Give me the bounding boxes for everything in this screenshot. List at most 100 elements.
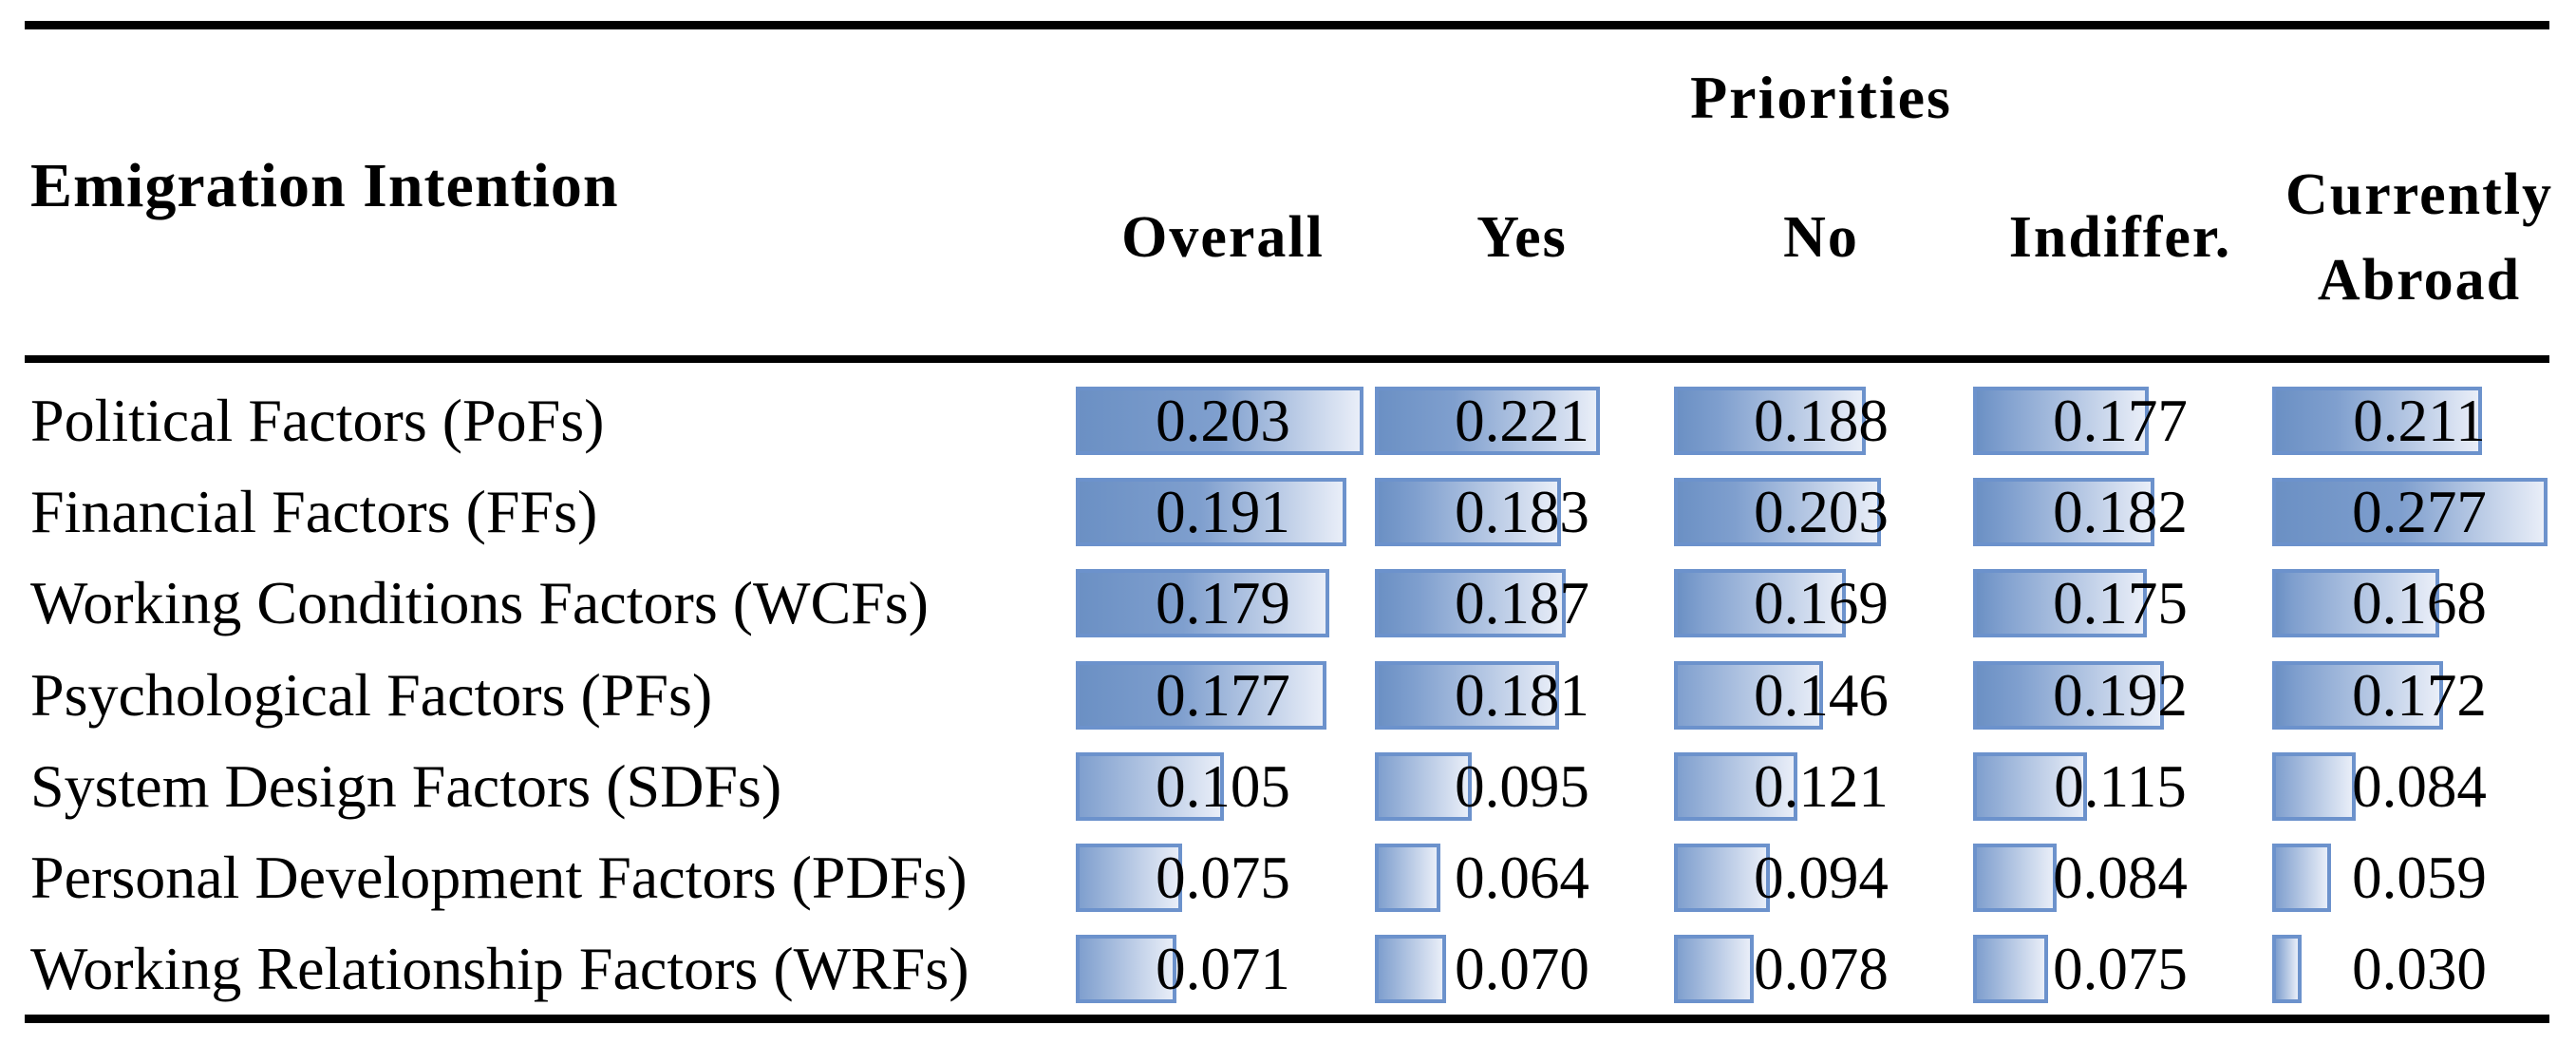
data-bar xyxy=(1375,935,1446,1003)
data-bar xyxy=(1674,478,1881,546)
cell-value: 0.121 xyxy=(1754,752,1889,820)
cell-value: 0.175 xyxy=(2053,569,2188,636)
value-cell: 0.078 xyxy=(1674,923,1968,1015)
cell-value: 0.084 xyxy=(2352,752,2487,820)
data-bar xyxy=(2272,569,2439,637)
column-header-label: No xyxy=(1783,205,1859,270)
cell-value: 0.277 xyxy=(2352,478,2487,545)
cell-value: 0.203 xyxy=(1754,478,1889,545)
cell-value: 0.188 xyxy=(1754,387,1889,454)
data-bar xyxy=(1973,752,2087,821)
data-bar xyxy=(1674,661,1823,730)
data-bar xyxy=(2272,387,2482,455)
row-label: Working Relationship Factors (WRFs) xyxy=(30,935,969,1002)
data-bar xyxy=(1674,387,1866,455)
value-cell: 0.169 xyxy=(1674,558,1968,649)
column-header-label: Indiffer. xyxy=(2008,205,2232,270)
cell-value: 0.078 xyxy=(1754,935,1889,1002)
cell-value: 0.071 xyxy=(1156,935,1290,1002)
cell-value: 0.177 xyxy=(2053,387,2188,454)
cell-value: 0.075 xyxy=(2053,935,2188,1002)
column-header-indiffer: Indiffer. xyxy=(1973,141,2267,334)
table-row: Personal Development Factors (PDFs) 0.075… xyxy=(0,832,2576,923)
cell-value: 0.105 xyxy=(1156,752,1290,820)
priorities-group-header: Priorities xyxy=(1690,64,1952,131)
value-cell: 0.070 xyxy=(1375,923,1669,1015)
value-cell: 0.172 xyxy=(2272,650,2567,741)
row-label: Financial Factors (FFs) xyxy=(30,478,598,545)
data-bar xyxy=(1973,387,2149,455)
cell-value: 0.203 xyxy=(1156,387,1290,454)
value-cell: 0.075 xyxy=(1076,832,1370,923)
table-row: Psychological Factors (PFs) 0.177 0.181 0.1… xyxy=(0,650,2576,741)
data-bar xyxy=(1375,478,1561,546)
data-bar xyxy=(1375,569,1566,637)
emigration-intention-header: Emigration Intention xyxy=(30,151,619,220)
value-cell: 0.183 xyxy=(1375,466,1669,558)
table-row: Working Relationship Factors (WRFs) 0.071… xyxy=(0,923,2576,1015)
column-header-yes: Yes xyxy=(1375,141,1669,334)
column-header-overall: Overall xyxy=(1076,141,1370,334)
data-bar xyxy=(1674,935,1754,1003)
data-bar xyxy=(1674,569,1846,637)
value-cell: 0.203 xyxy=(1674,466,1968,558)
value-cell: 0.084 xyxy=(2272,741,2567,832)
value-cell: 0.188 xyxy=(1674,375,1968,466)
cell-value: 0.172 xyxy=(2352,661,2487,729)
value-cell: 0.115 xyxy=(1973,741,2267,832)
value-cell: 0.075 xyxy=(1973,923,2267,1015)
cell-value: 0.169 xyxy=(1754,569,1889,636)
row-label: System Design Factors (SDFs) xyxy=(30,752,782,820)
cell-value: 0.075 xyxy=(1156,844,1290,911)
value-cell: 0.277 xyxy=(2272,466,2567,558)
column-header-label: Yes xyxy=(1476,205,1568,270)
cell-value: 0.183 xyxy=(1455,478,1589,545)
data-bar xyxy=(1375,387,1600,455)
table-row: Financial Factors (FFs) 0.191 0.183 0.203 0.… xyxy=(0,466,2576,558)
value-cell: 0.221 xyxy=(1375,375,1669,466)
data-bar xyxy=(1973,569,2147,637)
header-divider-rule xyxy=(25,355,2549,363)
cell-value: 0.146 xyxy=(1754,661,1889,729)
value-cell: 0.211 xyxy=(2272,375,2567,466)
data-bar xyxy=(1375,752,1472,821)
table-row: System Design Factors (SDFs) 0.105 0.095 0.… xyxy=(0,741,2576,832)
data-bar xyxy=(1076,661,1326,730)
data-bar xyxy=(1973,935,2048,1003)
value-cell: 0.191 xyxy=(1076,466,1370,558)
cell-value: 0.181 xyxy=(1455,661,1589,729)
value-cell: 0.146 xyxy=(1674,650,1968,741)
cell-value: 0.070 xyxy=(1455,935,1589,1002)
column-header-label: Overall xyxy=(1121,205,1325,270)
cell-value: 0.095 xyxy=(1455,752,1589,820)
value-cell: 0.192 xyxy=(1973,650,2267,741)
value-cell: 0.071 xyxy=(1076,923,1370,1015)
cell-value: 0.064 xyxy=(1455,844,1589,911)
cell-value: 0.084 xyxy=(2053,844,2188,911)
cell-value: 0.179 xyxy=(1156,569,1290,636)
row-label: Psychological Factors (PFs) xyxy=(30,661,713,729)
data-bar xyxy=(2272,661,2443,730)
cell-value: 0.191 xyxy=(1156,478,1290,545)
value-cell: 0.121 xyxy=(1674,741,1968,832)
column-header-label: Currently Abroad xyxy=(2285,162,2554,313)
value-cell: 0.168 xyxy=(2272,558,2567,649)
value-cell: 0.095 xyxy=(1375,741,1669,832)
table-row: Working Conditions Factors (WCFs) 0.179 0.… xyxy=(0,558,2576,649)
cell-value: 0.221 xyxy=(1455,387,1589,454)
data-bar xyxy=(1076,478,1346,546)
data-bar xyxy=(2272,478,2548,546)
data-bar xyxy=(1973,661,2164,730)
table-row: Political Factors (PoFs) 0.203 0.221 0.188 0… xyxy=(0,375,2576,466)
cell-value: 0.182 xyxy=(2053,478,2188,545)
cell-value: 0.168 xyxy=(2352,569,2487,636)
cell-value: 0.115 xyxy=(2054,752,2187,820)
data-bar xyxy=(1375,661,1559,730)
data-bar xyxy=(1076,569,1329,637)
data-bar xyxy=(1076,844,1182,912)
column-header-currently-abroad: Currently Abroad xyxy=(2272,141,2567,334)
value-cell: 0.094 xyxy=(1674,832,1968,923)
data-bar xyxy=(1375,844,1440,912)
value-cell: 0.059 xyxy=(2272,832,2567,923)
row-label: Working Conditions Factors (WCFs) xyxy=(30,569,929,636)
